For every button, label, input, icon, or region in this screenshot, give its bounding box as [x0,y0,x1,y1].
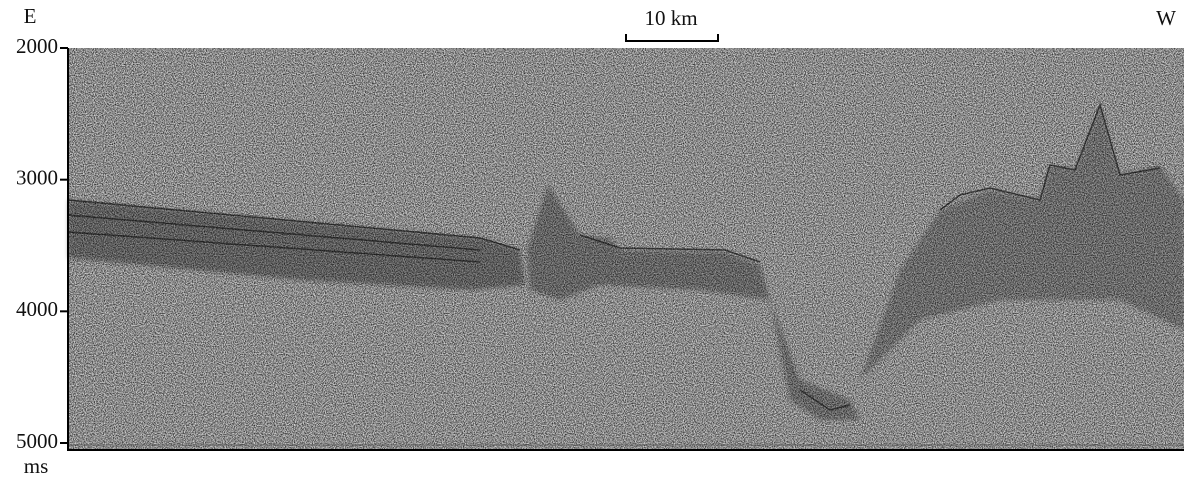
left-direction: E [24,4,37,28]
scale-bar [626,34,718,41]
y-tick-label: 4000 [16,297,58,321]
right-direction: W [1156,6,1176,30]
y-ticks: 2000 3000 4000 5000 [16,34,68,453]
seismic-image [68,48,1184,450]
y-tick-label: 3000 [16,165,58,189]
seismic-figure: E W 10 km ms 2000 3000 4000 5000 [0,0,1184,482]
y-tick-label: 2000 [16,34,58,58]
unit-label: ms [24,454,49,478]
scale-bar-label: 10 km [644,6,697,30]
y-tick-label: 5000 [16,429,58,453]
